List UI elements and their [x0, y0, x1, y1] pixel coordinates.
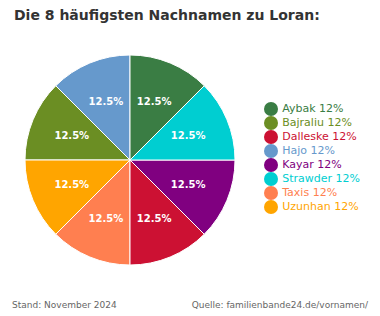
- html-text:Quelle: familienbande24.de/vor: Quelle: familienbande24.de/vornamen/: [191, 300, 368, 310]
- html-text:Uzunhan 12%: Uzunhan 12%: [282, 200, 359, 213]
- html-text:Die 8 häufigsten Nachnamen zu: Die 8 häufigsten Nachnamen zu Loran:: [14, 7, 320, 23]
- svg-text:12.5%: 12.5%: [89, 96, 124, 107]
- svg-text:12.5%: 12.5%: [137, 96, 172, 107]
- svg-text:12.5%: 12.5%: [171, 130, 206, 141]
- html-text:Aybak 12%: Aybak 12%: [282, 102, 344, 115]
- svg-text:12.5%: 12.5%: [54, 179, 89, 190]
- svg-text:12.5%: 12.5%: [89, 213, 124, 224]
- html-text:Bajraliu 12%: Bajraliu 12%: [282, 116, 352, 129]
- svg-text:12.5%: 12.5%: [171, 179, 206, 190]
- html-text:Kayar 12%: Kayar 12%: [282, 158, 342, 171]
- html-text:Taxis 12%: Taxis 12%: [282, 186, 338, 199]
- html-text:Hajo 12%: Hajo 12%: [282, 144, 335, 157]
- html-text:Dalleske 12%: Dalleske 12%: [282, 130, 357, 143]
- html-text:Stand: November 2024: Stand: November 2024: [12, 300, 117, 310]
- svg-text:12.5%: 12.5%: [137, 213, 172, 224]
- svg-text:12.5%: 12.5%: [54, 130, 89, 141]
- html-text:Strawder 12%: Strawder 12%: [282, 172, 360, 185]
